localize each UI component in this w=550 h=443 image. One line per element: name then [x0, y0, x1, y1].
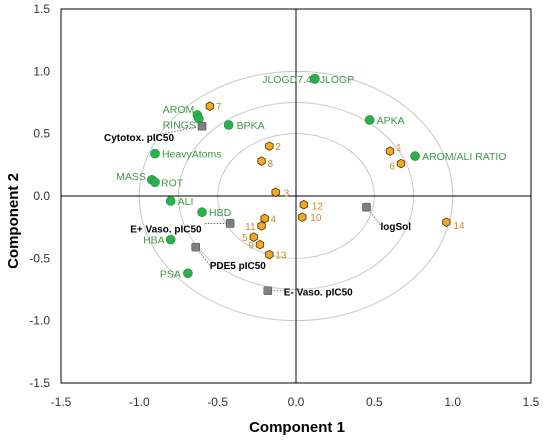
compound-label-2: 2 [275, 142, 281, 153]
variable-label-bpka: BPKA [237, 120, 265, 132]
compound-label-4: 4 [271, 214, 277, 225]
compound-label-13: 13 [275, 251, 287, 262]
compound-point-14 [443, 218, 450, 227]
compound-label-14: 14 [453, 221, 465, 232]
variable-label-hba: HBA [143, 235, 165, 247]
variable-label-mass: MASS [116, 171, 146, 183]
response-label-logsol: logSol [381, 222, 412, 233]
y-tick-0-5: -0.5 [29, 251, 50, 265]
x-tick-0-5: 0.5 [366, 395, 383, 409]
compound-label-9: 9 [248, 241, 254, 252]
y-axis-title: Component 2 [5, 173, 22, 269]
axes [61, 9, 531, 383]
variable-point-psa [183, 269, 192, 278]
variable-label-rings: RINGS [163, 120, 196, 132]
response-label-e-vaso-pic50: E+ Vaso. pIC50 [130, 224, 202, 235]
x-tick-1-5: -1.5 [51, 395, 72, 409]
x-tick-1-0: 1.0 [444, 395, 461, 409]
compound-label-1: 1 [396, 143, 402, 154]
y-tick-0-5: 0.5 [33, 127, 50, 141]
compound-label-12: 12 [312, 202, 324, 213]
response-point-e-vaso-pic50 [226, 219, 234, 227]
variable-label-apka: APKA [377, 115, 405, 127]
compound-label-5: 5 [242, 233, 248, 244]
variable-label-psa: PSA [160, 268, 181, 280]
x-tick-1-0: -1.0 [129, 395, 150, 409]
variable-label-jlogd7-4: JLOGD7.4 [262, 74, 312, 86]
variable-point-arom-ali-ratio [411, 152, 420, 161]
x-tick-1-5: 1.5 [523, 395, 540, 409]
y-tick-1-5: 1.5 [33, 2, 50, 16]
compound-point-4 [261, 214, 269, 223]
y-tick-0-0: 0.0 [33, 189, 50, 203]
variable-label-rot: ROT [161, 177, 184, 189]
compound-point-1 [386, 147, 393, 156]
variable-label-jlogp: JLOGP [320, 74, 354, 86]
variable-label-hbd: HBD [209, 207, 232, 219]
y-tick-1-0: 1.0 [33, 64, 50, 78]
compound-label-10: 10 [310, 213, 322, 224]
variable-label-arom: AROM [163, 104, 195, 116]
response-point-cytotox-pic50 [198, 122, 206, 130]
variable-point-apka [365, 115, 374, 124]
variable-point-heavyatoms [151, 149, 160, 158]
response-label-cytotox-pic50: Cytotox. pIC50 [104, 133, 174, 144]
compound-label-7: 7 [216, 102, 222, 113]
x-tick-0-0: 0.0 [288, 395, 305, 409]
y-tick-1-5: -1.5 [29, 376, 50, 390]
compound-point-3 [272, 188, 280, 197]
variable-label-heavyatoms: HeavyAtoms [162, 149, 222, 161]
compound-point-8 [258, 157, 266, 166]
response-label-pde5-pic50: PDE5 pIC50 [210, 261, 267, 272]
point-labels: JLOGD7.4 JLOGP AROM RINGS BPKA APKA AROM/ALI R… [104, 74, 506, 299]
compound-label-8: 8 [268, 159, 274, 170]
variable-label-ali: ALI [178, 196, 194, 208]
response-point-logsol [363, 203, 371, 211]
compound-point-2 [266, 142, 274, 151]
response-label-e-vaso-pic50: E- Vaso. pIC50 [284, 288, 353, 299]
compound-point-6 [397, 159, 405, 168]
compound-point-7 [206, 102, 214, 111]
variable-label-arom-ali-ratio: AROM/ALI RATIO [422, 151, 506, 163]
tick-labels: -1.5 -1.0 -0.5 0.0 0.5 1.0 1.5 1.5 1.0 0.5 0.0 -0.5… [29, 2, 539, 409]
response-point-pde5-pic50 [192, 243, 200, 251]
variable-point-hbd [198, 208, 207, 217]
variable-point-hba [166, 235, 175, 244]
response-point-e-vaso-pic50 [264, 287, 272, 295]
y-tick-1-0: -1.0 [29, 314, 50, 328]
compound-label-6: 6 [389, 162, 395, 173]
compound-point-13 [266, 250, 274, 259]
compound-label-11: 11 [245, 222, 256, 233]
x-axis-title: Component 1 [249, 419, 345, 436]
compound-point-9 [256, 240, 264, 249]
variable-point-bpka [224, 120, 233, 129]
compound-point-11 [258, 222, 266, 231]
x-tick-0-5: -0.5 [207, 395, 228, 409]
variable-point-ali [166, 196, 175, 205]
compound-label-3: 3 [284, 188, 290, 199]
compound-point-12 [300, 200, 308, 209]
variable-point-rot [151, 178, 160, 187]
compound-point-10 [299, 213, 307, 222]
